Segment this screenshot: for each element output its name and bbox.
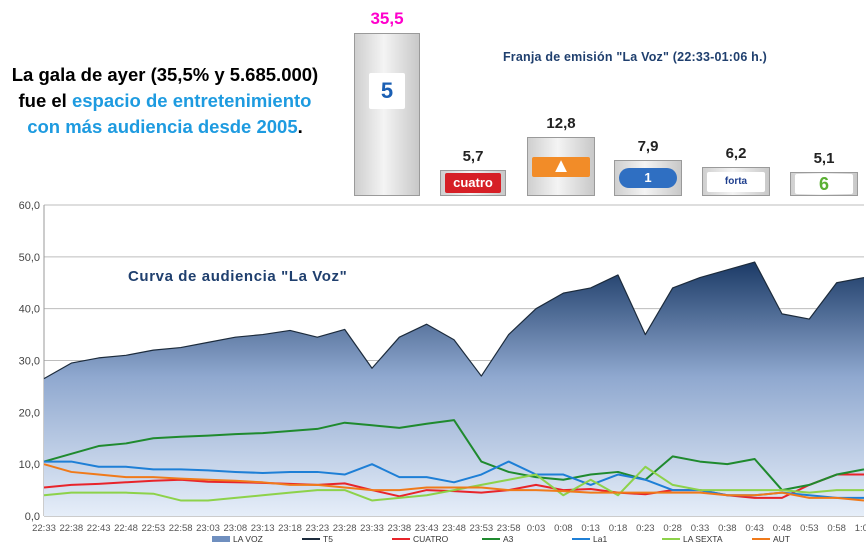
- x-tick-label: 0:58: [827, 523, 846, 534]
- x-tick-label: 0:38: [718, 523, 737, 534]
- channel-share-label: 5,1: [813, 150, 835, 167]
- x-tick-label: 0:03: [527, 523, 546, 534]
- x-tick-label: 23:38: [387, 523, 411, 534]
- y-tick-label: 60,0: [19, 200, 40, 212]
- x-tick-label: 0:48: [773, 523, 792, 534]
- legend-label: CUATRO: [413, 534, 449, 544]
- forta-icon: forta: [707, 171, 765, 192]
- series-line-aut: [43, 463, 865, 502]
- legend-label: A3: [503, 534, 514, 544]
- y-tick-label: 30,0: [19, 356, 40, 368]
- x-tick-label: 23:23: [305, 523, 329, 534]
- x-tick-label: 0:18: [609, 523, 628, 534]
- headline-highlight: espacio de entretenimiento con más audie…: [27, 90, 312, 137]
- x-tick-label: 23:48: [442, 523, 466, 534]
- x-tick-label: 22:58: [169, 523, 193, 534]
- lasexta-icon: 6: [795, 174, 853, 194]
- legend-label: AUT: [773, 534, 790, 544]
- la1-icon: 1: [619, 167, 677, 188]
- channel-share-label: 5,7: [462, 147, 484, 165]
- legend-label: La1: [593, 534, 607, 544]
- legend-label: LA VOZ: [233, 534, 263, 544]
- x-tick-label: 22:43: [87, 523, 111, 534]
- x-tick-label: 23:28: [333, 523, 357, 534]
- x-tick-label: 23:43: [415, 523, 439, 534]
- x-tick-label: 0:13: [581, 523, 600, 534]
- legend-label: LA SEXTA: [683, 534, 723, 544]
- x-tick-label: 0:53: [800, 523, 819, 534]
- y-tick-label: 10,0: [19, 459, 40, 471]
- x-tick-label: 23:18: [278, 523, 302, 534]
- x-tick-label: 0:33: [691, 523, 710, 534]
- x-tick-label: 23:58: [497, 523, 521, 534]
- band-title: Franja de emisión "La Voz" (22:33-01:06 …: [502, 50, 768, 64]
- channel-share-label: 35,5: [370, 8, 404, 28]
- x-tick-label: 23:53: [469, 523, 493, 534]
- headline-text-1: La gala de ayer (35,5% y 5.685.000) fue …: [11, 64, 319, 111]
- x-tick-label: 22:33: [32, 523, 56, 534]
- telecinco-icon: 5: [369, 72, 405, 109]
- headline-text-3: .: [297, 116, 303, 137]
- series-line-t5: [43, 261, 865, 380]
- x-tick-label: 0:28: [663, 523, 682, 534]
- x-tick-label: 22:53: [141, 523, 165, 534]
- antena3-icon: ▲: [532, 155, 590, 177]
- channel-bar: [354, 32, 420, 196]
- legend-label: T5: [323, 534, 333, 544]
- y-tick-label: 40,0: [19, 304, 40, 316]
- x-tick-label: 23:13: [251, 523, 275, 534]
- x-tick-label: 1:03: [855, 523, 866, 534]
- x-tick-label: 23:08: [223, 523, 247, 534]
- channel-share-label: 7,9: [637, 137, 659, 155]
- x-tick-label: 22:38: [59, 523, 83, 534]
- x-tick-label: 0:43: [745, 523, 764, 534]
- x-tick-label: 23:03: [196, 523, 220, 534]
- channel-share-label: 6,2: [725, 145, 747, 163]
- curve-title: Curva de audiencia "La Voz": [128, 268, 348, 285]
- channel-share-label: 12,8: [546, 115, 576, 133]
- cuatro-icon: cuatro: [445, 172, 501, 193]
- y-tick-label: 0,0: [25, 511, 40, 523]
- x-tick-label: 22:48: [114, 523, 138, 534]
- y-tick-label: 20,0: [19, 407, 40, 419]
- la-voz-area: [44, 262, 864, 516]
- x-tick-label: 0:08: [554, 523, 573, 534]
- legend-swatch: [212, 536, 230, 542]
- x-tick-label: 0:23: [636, 523, 655, 534]
- series-line-a3: [43, 419, 865, 492]
- series-line-la-sexta: [43, 465, 864, 502]
- headline: La gala de ayer (35,5% y 5.685.000) fue …: [6, 62, 324, 140]
- x-tick-label: 23:33: [360, 523, 384, 534]
- y-tick-label: 50,0: [19, 252, 40, 264]
